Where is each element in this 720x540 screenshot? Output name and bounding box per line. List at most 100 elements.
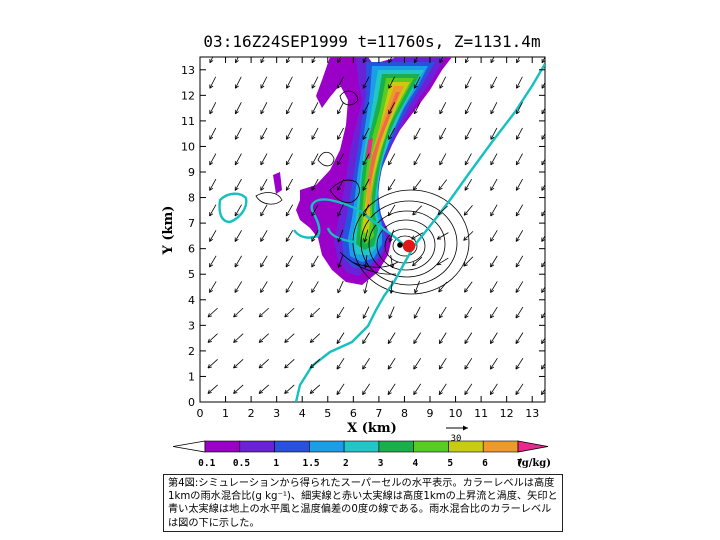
wind-arrow xyxy=(311,127,319,140)
wind-arrow xyxy=(515,255,524,268)
wind-arrow xyxy=(464,178,472,191)
wind-arrow xyxy=(284,307,295,318)
colorbar-level-label: 3 xyxy=(378,458,384,469)
wind-arrow xyxy=(209,76,217,89)
x-tick-label: 2 xyxy=(248,407,255,420)
wind-arrow xyxy=(285,255,294,268)
wind-arrow xyxy=(285,153,293,166)
wind-arrow xyxy=(436,257,449,266)
wind-arrow xyxy=(337,76,344,89)
wind-arrow xyxy=(209,204,217,217)
wind-arrow xyxy=(260,255,268,268)
colorbar-under-triangle xyxy=(172,440,206,453)
wind-arrow xyxy=(413,153,421,166)
wind-arrow xyxy=(515,230,524,242)
colorbar-segment xyxy=(482,440,519,453)
wind-arrow xyxy=(464,102,472,115)
wind-arrow xyxy=(541,57,545,64)
wind-arrow xyxy=(387,383,396,396)
wind-arrow xyxy=(411,232,424,240)
wind-arrow xyxy=(490,332,498,344)
wind-arrow xyxy=(309,333,321,343)
colorbar: 0.1 0.5 1 1.5 2 3 4 5 6 7(g/kg) xyxy=(172,440,551,469)
x-axis-label: X (km) xyxy=(347,421,397,436)
wind-arrow xyxy=(515,306,524,319)
wind-arrow xyxy=(362,127,370,140)
wind-arrow xyxy=(541,132,545,140)
wind-arrow xyxy=(388,127,396,140)
wind-arrow xyxy=(438,383,447,396)
colorbar-segment xyxy=(343,440,380,453)
wind-arrow xyxy=(234,102,242,115)
wind-arrow xyxy=(260,57,265,64)
wind-arrow xyxy=(490,281,498,293)
x-tick-label: 1 xyxy=(222,407,229,420)
wind-arrow xyxy=(389,254,395,269)
x-tick-label: 3 xyxy=(273,407,280,420)
wind-arrow xyxy=(286,57,291,64)
wind-arrow xyxy=(515,357,524,370)
wind-arrow xyxy=(362,102,370,115)
wind-arrow xyxy=(515,127,523,140)
wind-arrow xyxy=(387,357,396,370)
wind-arrow xyxy=(233,359,244,369)
y-tick-label: 8 xyxy=(188,192,195,205)
y-tick-label: 6 xyxy=(188,243,195,256)
wind-arrow xyxy=(463,256,474,267)
wind-arrow xyxy=(387,204,396,217)
wind-arrow xyxy=(464,357,473,370)
wind-arrow xyxy=(490,76,498,89)
wind-arrow xyxy=(337,102,344,115)
wind-arrow xyxy=(515,281,524,293)
y-tick-label: 9 xyxy=(188,166,195,179)
rain-contour-level-10 xyxy=(366,138,373,160)
wind-arrow xyxy=(387,332,396,344)
wind-arrow xyxy=(541,183,545,191)
wind-arrow xyxy=(414,280,420,294)
wind-arrow xyxy=(388,229,395,243)
wind-arrow xyxy=(541,286,545,293)
reference-vector-label: 30 xyxy=(451,434,462,444)
wind-arrow xyxy=(337,153,345,166)
wind-arrow xyxy=(285,127,293,140)
wind-arrow xyxy=(258,384,270,394)
wind-arrow xyxy=(412,256,423,267)
wind-arrow xyxy=(412,205,423,216)
wind-arrow xyxy=(439,153,447,166)
colorbar-level-label: 5 xyxy=(447,458,453,469)
wind-arrow xyxy=(337,204,344,217)
wind-arrow xyxy=(389,280,394,294)
wind-arrow xyxy=(234,76,242,89)
wind-arrow xyxy=(260,127,268,140)
wind-arrow xyxy=(258,307,269,318)
y-tick-label: 7 xyxy=(188,217,195,230)
wind-arrow xyxy=(388,306,395,319)
wind-arrow xyxy=(233,307,244,318)
wind-arrow xyxy=(541,81,545,89)
wind-arrow xyxy=(336,383,345,396)
wind-arrow xyxy=(284,333,295,343)
wind-arrow xyxy=(516,57,521,64)
x-tick-label: 7 xyxy=(375,407,382,420)
wind-arrow xyxy=(337,229,344,243)
wind-arrow xyxy=(207,307,218,318)
wind-arrow xyxy=(362,332,370,344)
wind-arrow xyxy=(413,306,421,319)
wind-arrow xyxy=(285,204,294,217)
wind-arrow xyxy=(490,127,498,140)
wind-arrow xyxy=(336,332,345,344)
wind-arrow xyxy=(436,232,449,240)
wind-arrow xyxy=(490,230,498,242)
wind-arrow xyxy=(541,235,545,242)
wind-arrow xyxy=(439,57,444,64)
wind-arrow xyxy=(437,205,448,216)
y-tick-label: 3 xyxy=(188,319,195,332)
x-tick-label: 5 xyxy=(324,407,331,420)
wind-arrow xyxy=(336,306,345,319)
wind-arrow xyxy=(309,384,321,394)
wind-arrow xyxy=(464,383,473,396)
wind-arrow xyxy=(234,281,243,293)
wind-arrow xyxy=(207,384,218,394)
